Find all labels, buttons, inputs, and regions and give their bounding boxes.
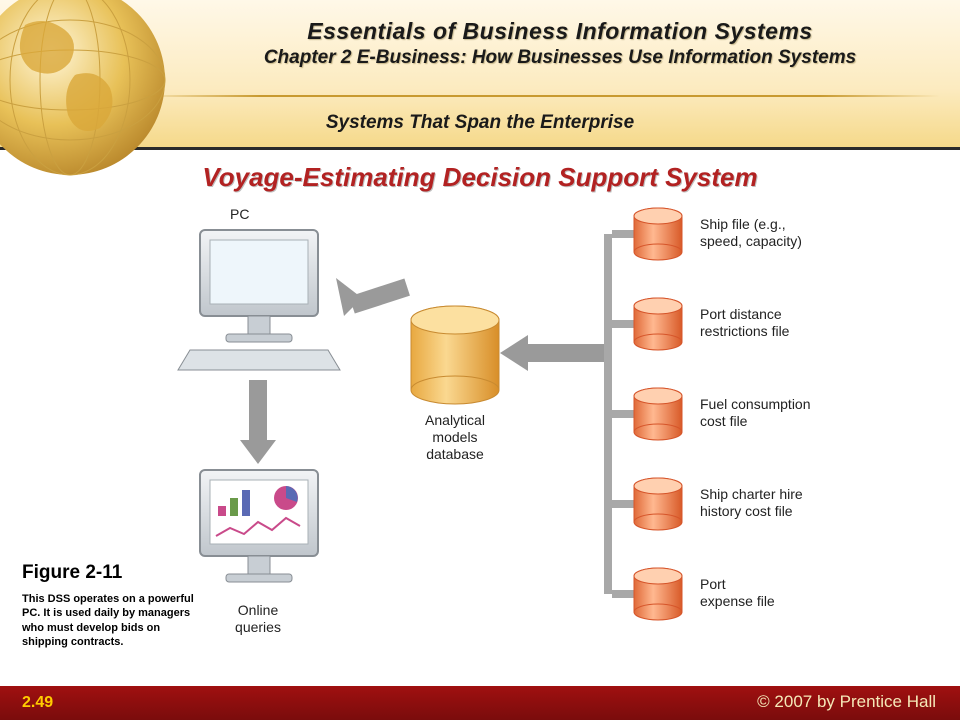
pc-icon [178,230,340,370]
bus-line [604,234,612,594]
arrow-central-to-pc [336,278,410,316]
pc-label: PC [230,206,249,223]
book-title: Essentials of Business Information Syste… [180,18,940,45]
file1-label: Port distancerestrictions file [700,306,789,340]
central-database-icon [411,306,499,404]
diagram-title: Voyage-Estimating Decision Support Syste… [0,162,960,193]
file-cylinder-1 [634,298,682,350]
section-title: Systems That Span the Enterprise [0,112,960,134]
file3-label: Ship charter hirehistory cost file [700,486,803,520]
globe-decoration [0,0,170,180]
header-text-block: Essentials of Business Information Syste… [180,18,940,69]
file-cylinder-3 [634,478,682,530]
file0-label: Ship file (e.g.,speed, capacity) [700,216,802,250]
file4-label: Portexpense file [700,576,775,610]
file-cylinder-4 [634,568,682,620]
diagram-area: PC Onlinequeries Analyticalmodelsdatabas… [130,200,870,660]
central-label: Analyticalmodelsdatabase [413,412,497,462]
slide-number: 2.49 [22,694,53,712]
footer-bar: 2.49 © 2007 by Prentice Hall [0,686,960,720]
chapter-title: Chapter 2 E-Business: How Businesses Use… [180,47,940,69]
copyright-text: © 2007 by Prentice Hall [757,692,936,712]
file-cylinder-2 [634,388,682,440]
arrow-bus-to-central [500,335,604,371]
figure-caption: This DSS operates on a powerful PC. It i… [22,592,202,649]
gold-divider [140,95,940,97]
file2-label: Fuel consumptioncost file [700,396,811,430]
queries-label: Onlinequeries [222,602,294,636]
arrow-pc-to-queries [240,380,276,464]
file-cylinder-0 [634,208,682,260]
online-queries-icon [200,470,318,582]
figure-number: Figure 2-11 [22,562,122,584]
